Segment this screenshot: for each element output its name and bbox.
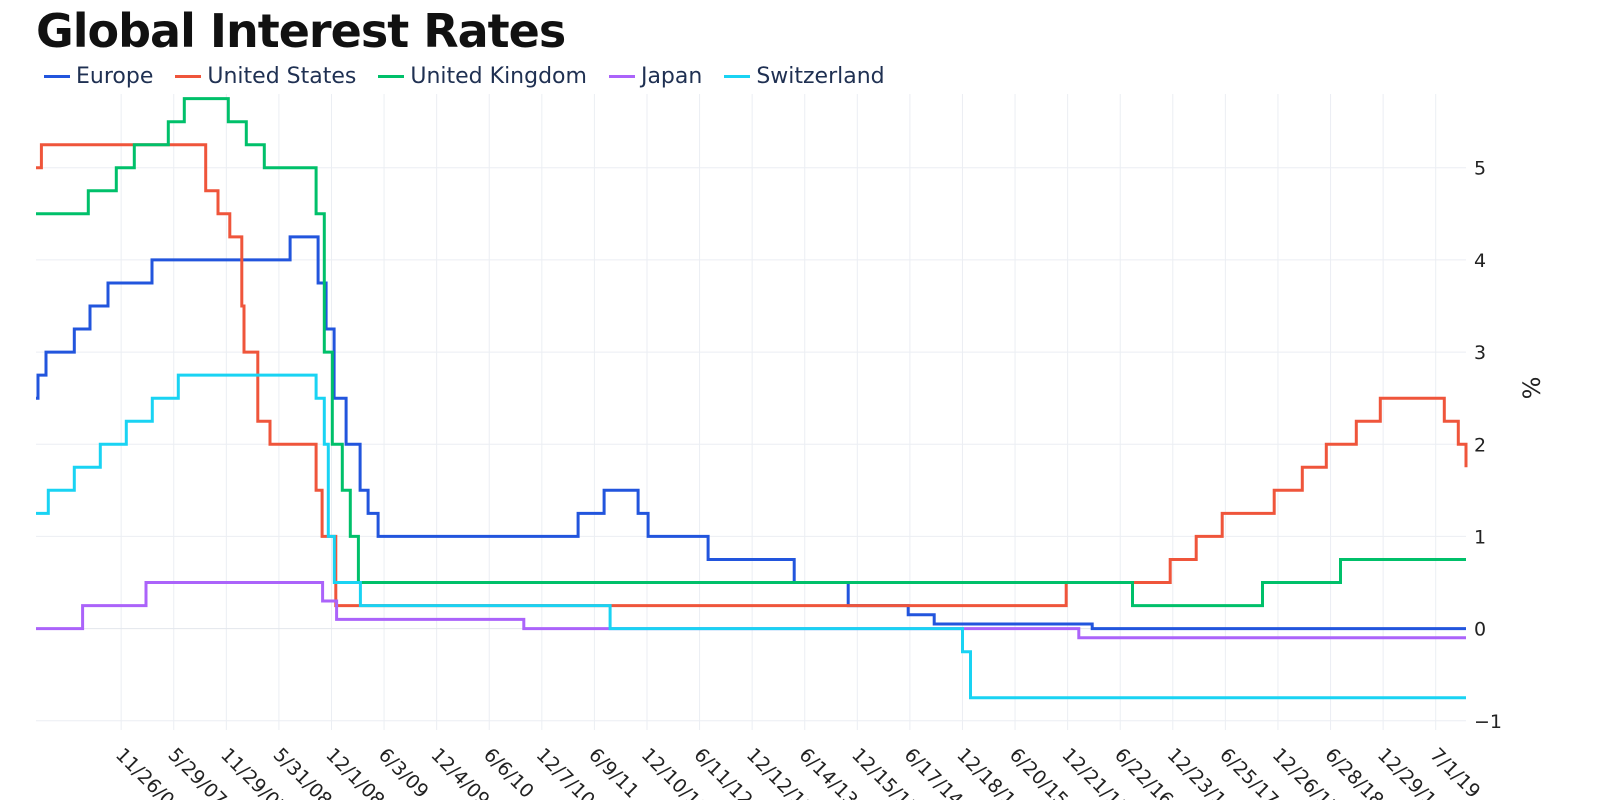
series-line-europe <box>36 235 1466 631</box>
series-line-united-states <box>36 143 1468 608</box>
y-tick-label: 1 <box>1474 526 1486 548</box>
legend-item-japan[interactable]: Japan <box>608 64 703 89</box>
x-tick-label: 12/4/09 <box>427 744 494 800</box>
legend-label-united-states: United States <box>207 64 357 89</box>
y-axis-title: % <box>1518 377 1546 400</box>
y-tick-label: 3 <box>1474 342 1486 364</box>
grid <box>36 94 1466 730</box>
legend-swatch-switzerland <box>724 75 751 78</box>
legend-label-japan: Japan <box>640 64 703 89</box>
legend: Europe United States United Kingdom Japa… <box>44 64 907 89</box>
tick-labels: 11/26/065/29/0711/29/075/31/0812/1/086/3… <box>111 158 1502 800</box>
legend-label-switzerland: Switzerland <box>756 64 885 89</box>
legend-swatch-japan <box>608 75 635 78</box>
y-tick-label: 5 <box>1474 158 1486 180</box>
y-tick-label: −1 <box>1474 711 1502 733</box>
legend-swatch-europe <box>44 75 70 78</box>
legend-item-united-states[interactable]: United States <box>175 64 356 89</box>
chart-title: Global Interest Rates <box>36 4 566 58</box>
series-lines <box>36 97 1468 700</box>
series-line-united-kingdom <box>36 97 1466 608</box>
legend-swatch-united-states <box>175 75 202 78</box>
legend-label-europe: Europe <box>76 64 154 89</box>
x-tick-label: 12/7/10 <box>532 744 599 800</box>
y-tick-label: 0 <box>1474 619 1486 641</box>
y-tick-label: 4 <box>1474 250 1486 272</box>
legend-item-united-kingdom[interactable]: United Kingdom <box>378 64 587 89</box>
legend-label-united-kingdom: United Kingdom <box>410 64 587 89</box>
legend-item-europe[interactable]: Europe <box>44 64 153 89</box>
y-tick-label: 2 <box>1474 434 1486 456</box>
legend-swatch-united-kingdom <box>378 75 405 78</box>
series-line-switzerland <box>36 373 1466 700</box>
legend-item-switzerland[interactable]: Switzerland <box>724 64 885 89</box>
series-line-japan <box>36 581 1466 640</box>
